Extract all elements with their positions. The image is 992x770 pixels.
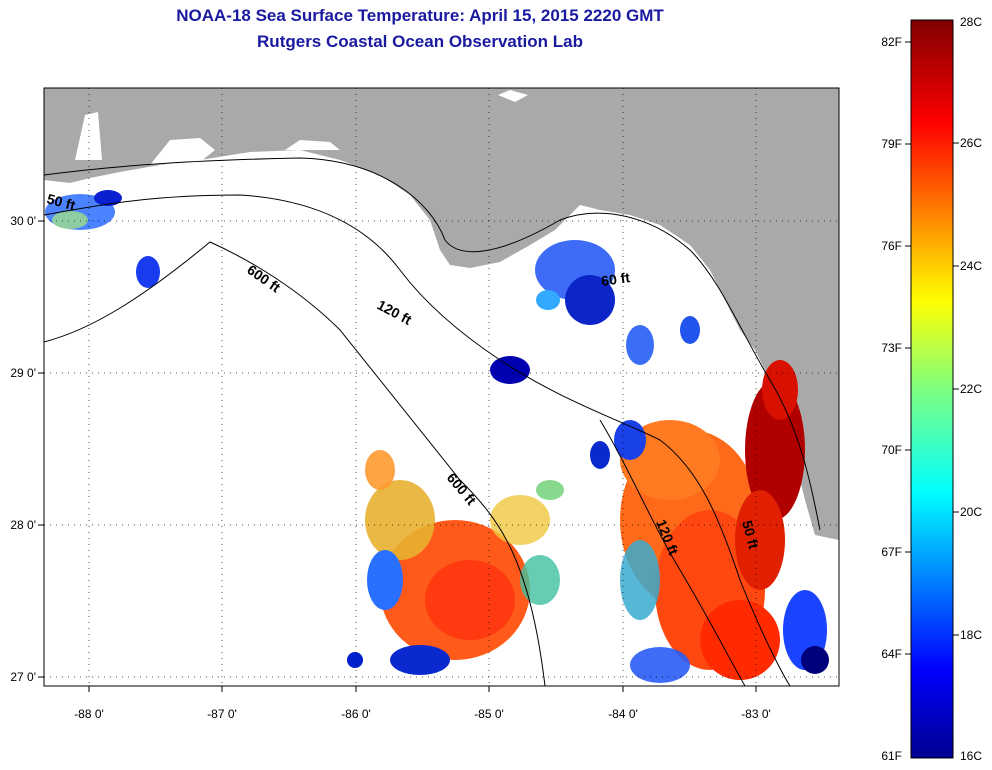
bay-cutout — [498, 90, 528, 102]
lon-tick-label: -87 0' — [207, 707, 237, 721]
colorbar-c-label: 24C — [960, 259, 982, 273]
colorbar-f-label: 64F — [881, 647, 902, 661]
colorbar-c-label: 20C — [960, 505, 982, 519]
contour-120ft — [44, 194, 791, 686]
colorbar-f-label: 73F — [881, 341, 902, 355]
colorbar-f-label: 67F — [881, 545, 902, 559]
map-area: 50 ft 600 ft 120 ft 60 ft 600 ft 120 ft … — [44, 88, 839, 686]
lon-tick-label: -85 0' — [474, 707, 504, 721]
map-subtitle: Rutgers Coastal Ocean Observation Lab — [257, 32, 583, 51]
lat-tick-label: 30 0' — [10, 214, 36, 228]
colorbar — [910, 19, 954, 759]
lon-tick-label: -86 0' — [341, 707, 371, 721]
colorbar-f-label: 79F — [881, 137, 902, 151]
lon-tick-label: -83 0' — [741, 707, 771, 721]
colorbar-ticks — [905, 41, 959, 655]
colorbar-c-label: 18C — [960, 628, 982, 642]
contour-label: 60 ft — [600, 269, 631, 289]
colorbar-c-label: 28C — [960, 15, 982, 29]
axis-ticks — [38, 220, 757, 692]
lon-tick-label: -84 0' — [608, 707, 638, 721]
contour-600ft — [44, 241, 546, 686]
lat-tick-label: 27 0' — [10, 670, 36, 684]
bay-cutout — [800, 540, 830, 600]
colorbar-c-label: 16C — [960, 749, 982, 763]
lat-tick-label: 29 0' — [10, 366, 36, 380]
contour-label: 50 ft — [45, 190, 77, 213]
lon-tick-label: -88 0' — [74, 707, 104, 721]
contour-600ft-b — [599, 419, 746, 686]
colorbar-f-label: 70F — [881, 443, 902, 457]
map-title: NOAA-18 Sea Surface Temperature: April 1… — [176, 6, 664, 25]
bay-cutout — [285, 140, 340, 150]
land-mass — [44, 88, 839, 540]
colorbar-c-label: 22C — [960, 382, 982, 396]
colorbar-f-label: 61F — [881, 749, 902, 763]
colorbar-f-label: 76F — [881, 239, 902, 253]
contour-50ft — [44, 157, 821, 531]
bay-cutout — [150, 138, 215, 165]
depth-contours — [44, 157, 821, 686]
grid — [44, 88, 839, 686]
colorbar-c-label: 26C — [960, 136, 982, 150]
map-frame — [43, 87, 840, 687]
sst-patches — [45, 190, 829, 683]
colorbar-f-label: 82F — [881, 35, 902, 49]
contour-label: 50 ft — [739, 519, 762, 551]
lat-tick-label: 28 0' — [10, 518, 36, 532]
